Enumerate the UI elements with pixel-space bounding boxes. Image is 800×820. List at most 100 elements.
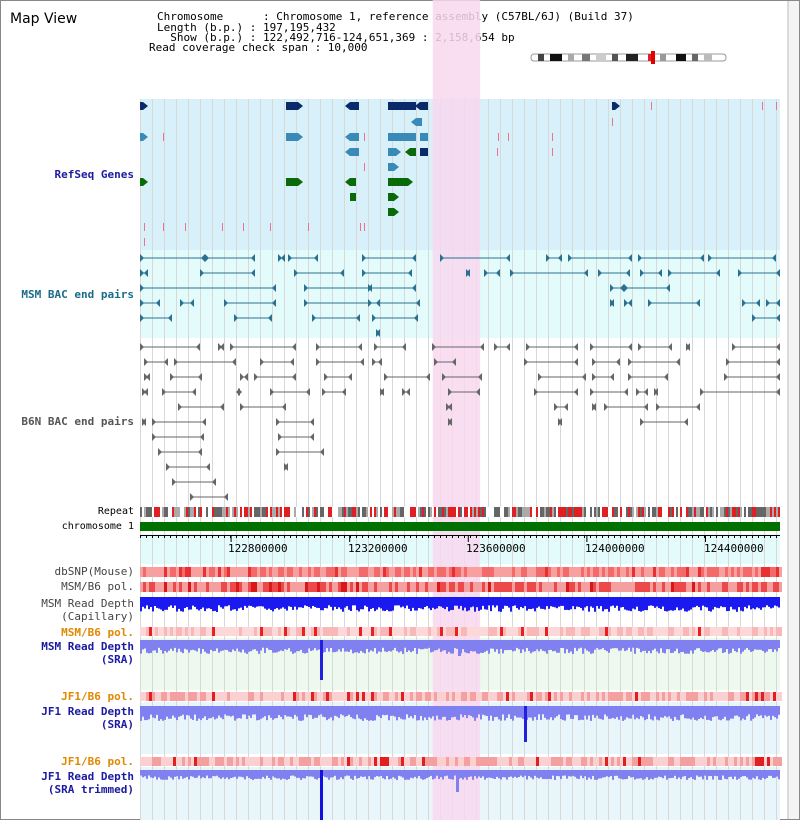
polymorphism-cell bbox=[590, 627, 593, 636]
read-depth-bar bbox=[294, 640, 296, 653]
read-depth-bar bbox=[344, 770, 346, 777]
polymorphism-cell bbox=[185, 567, 188, 577]
read-depth-bar bbox=[404, 706, 406, 720]
polymorphism-cell bbox=[518, 692, 521, 701]
read-depth-bar bbox=[506, 640, 508, 651]
read-depth-bar bbox=[746, 640, 748, 648]
read-depth-bar bbox=[296, 640, 298, 652]
read-depth-bar bbox=[450, 597, 452, 611]
repeat-element bbox=[662, 507, 664, 517]
polymorphism-cell bbox=[230, 567, 233, 577]
read-depth-bar bbox=[752, 770, 754, 778]
repeat-element bbox=[474, 507, 476, 517]
read-depth-bar bbox=[356, 597, 358, 611]
polymorphism-cell bbox=[731, 582, 734, 592]
b6n-bac-label[interactable]: B6N BAC end pairs bbox=[21, 415, 134, 428]
polymorphism-cell bbox=[746, 627, 749, 636]
polymorphism-cell bbox=[293, 582, 296, 592]
polymorphism-cell bbox=[461, 567, 464, 577]
read-depth-bar bbox=[274, 640, 276, 653]
polymorphism-cell bbox=[365, 757, 368, 766]
polymorphism-cell bbox=[458, 582, 461, 592]
read-depth-bar bbox=[482, 597, 484, 606]
polymorphism-cell bbox=[224, 627, 227, 636]
polymorphism-cell bbox=[167, 757, 170, 766]
polymorphism-cell bbox=[203, 627, 206, 636]
polymorphism-cell bbox=[347, 567, 350, 577]
read-depth-bar bbox=[560, 597, 562, 606]
read-depth-bar bbox=[614, 770, 616, 776]
read-depth-bar bbox=[192, 597, 194, 606]
read-depth-bar bbox=[190, 640, 192, 651]
polymorphism-cell bbox=[728, 582, 731, 592]
polymorphism-cell bbox=[203, 692, 206, 701]
polymorphism-cell bbox=[425, 567, 428, 577]
polymorphism-cell bbox=[257, 627, 260, 636]
read-depth-bar bbox=[638, 706, 640, 720]
bac-end bbox=[626, 269, 630, 277]
repeat-element bbox=[214, 507, 216, 517]
read-depth-bar bbox=[328, 597, 330, 606]
polymorphism-cell bbox=[746, 692, 749, 701]
read-depth-bar bbox=[752, 640, 754, 652]
repeat-element bbox=[236, 507, 238, 517]
bac-end bbox=[510, 269, 514, 277]
read-depth-bar bbox=[584, 770, 586, 777]
polymorphism-cell bbox=[467, 692, 470, 701]
bac-end bbox=[190, 299, 194, 307]
read-depth-bar bbox=[506, 706, 508, 718]
read-depth-bar bbox=[628, 706, 630, 719]
polymorphism-cell bbox=[749, 692, 752, 701]
polymorphism-cell bbox=[434, 567, 437, 577]
polymorphism-cell bbox=[602, 692, 605, 701]
polymorphism-cell bbox=[428, 582, 431, 592]
polymorphism-cell bbox=[278, 582, 281, 592]
read-depth-bar bbox=[220, 770, 222, 779]
msm-bac-label[interactable]: MSM BAC end pairs bbox=[21, 288, 134, 301]
refseq-tick bbox=[163, 223, 164, 231]
read-depth-bar bbox=[336, 770, 338, 780]
read-depth-bar bbox=[142, 770, 144, 778]
read-depth-bar bbox=[374, 706, 376, 721]
polymorphism-cell bbox=[434, 757, 437, 766]
polymorphism-cell bbox=[263, 627, 266, 636]
read-depth-bar bbox=[246, 640, 248, 654]
read-depth-bar bbox=[148, 640, 150, 654]
jf1-depth-trim-sublabel: (SRA trimmed) bbox=[47, 783, 134, 796]
polymorphism-cell bbox=[482, 627, 485, 636]
polymorphism-cell bbox=[251, 757, 254, 766]
gene-strand-arrow bbox=[396, 148, 401, 156]
polymorphism-cell bbox=[680, 582, 683, 592]
polymorphism-cell bbox=[419, 582, 422, 592]
read-depth-bar bbox=[504, 770, 506, 778]
polymorphism-cell bbox=[278, 757, 281, 766]
read-depth-bar bbox=[700, 706, 702, 718]
polymorphism-cell bbox=[596, 567, 599, 577]
read-depth-bar bbox=[590, 640, 592, 654]
read-depth-bar bbox=[386, 597, 388, 610]
read-depth-bar bbox=[346, 770, 348, 776]
read-depth-bar bbox=[260, 706, 262, 719]
bac-end bbox=[172, 478, 176, 486]
read-depth-bar bbox=[614, 706, 616, 719]
polymorphism-cell bbox=[194, 757, 197, 766]
repeat-element bbox=[338, 507, 340, 517]
repeat-element bbox=[680, 507, 682, 517]
refseq-genes-label[interactable]: RefSeq Genes bbox=[54, 168, 134, 181]
polymorphism-cell bbox=[593, 757, 596, 766]
repeat-element bbox=[450, 507, 452, 517]
read-depth-bar bbox=[570, 640, 572, 652]
ideogram-band bbox=[704, 54, 712, 61]
repeat-element bbox=[748, 507, 750, 517]
polymorphism-cell bbox=[659, 757, 662, 766]
read-depth-bar bbox=[304, 597, 306, 606]
read-depth-bar bbox=[574, 597, 576, 610]
read-depth-bar bbox=[396, 597, 398, 606]
read-depth-bar bbox=[220, 597, 222, 608]
read-depth-bar bbox=[616, 640, 618, 649]
repeat-element bbox=[428, 507, 430, 517]
read-depth-bar bbox=[380, 770, 382, 776]
read-depth-bar bbox=[376, 597, 378, 610]
polymorphism-cell bbox=[719, 692, 722, 701]
polymorphism-cell bbox=[539, 627, 542, 636]
